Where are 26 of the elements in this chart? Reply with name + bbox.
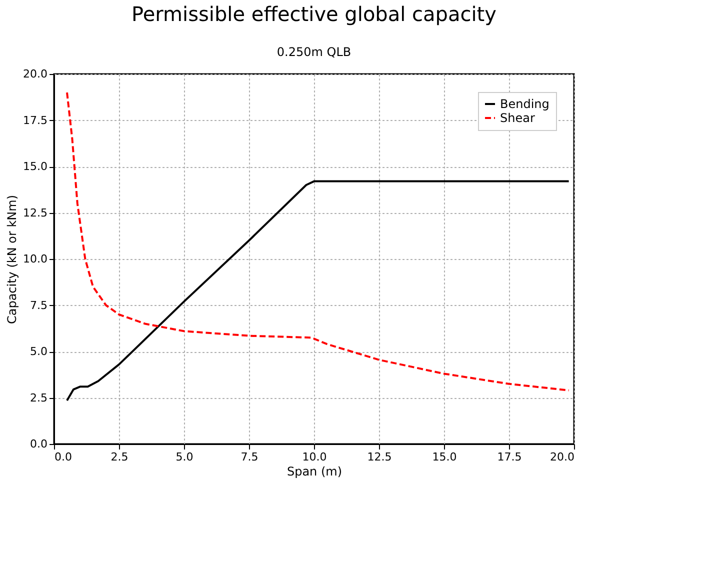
y-tick-label: 5.0 xyxy=(30,345,48,358)
x-tick-label: 5.0 xyxy=(176,450,194,464)
line-series xyxy=(66,180,570,402)
y-axis-title: Capacity (kN or kNm) xyxy=(5,194,20,324)
x-tick-label: 0.0 xyxy=(54,450,72,464)
x-tick-label: 15.0 xyxy=(432,450,457,464)
x-tick-label: 17.5 xyxy=(497,450,522,464)
y-tick-label: 7.5 xyxy=(30,298,48,312)
x-tick-label: 7.5 xyxy=(240,450,258,464)
x-tick-label: 10.0 xyxy=(302,450,327,464)
y-tick-label: 2.5 xyxy=(30,391,48,404)
y-tick-label: 17.5 xyxy=(23,114,48,127)
y-tick-label: 10.0 xyxy=(23,252,48,266)
x-tick-label: 2.5 xyxy=(110,450,128,464)
y-tick-label: 20.0 xyxy=(23,68,48,80)
x-tick-label: 12.5 xyxy=(367,450,392,464)
y-tick-label: 12.5 xyxy=(23,206,48,220)
legend-label: Shear xyxy=(500,111,535,125)
line-series xyxy=(66,92,570,392)
legend-label: Bending xyxy=(500,97,550,111)
chart-title: Permissible effective global capacity xyxy=(132,2,497,26)
y-tick-label: 15.0 xyxy=(23,160,48,173)
x-axis-title: Span (m) xyxy=(286,464,342,478)
x-tick-label: 20.0 xyxy=(550,450,574,464)
chart-subtitle: 0.250m QLB xyxy=(276,45,352,59)
y-tick-label: 0.0 xyxy=(30,438,48,450)
